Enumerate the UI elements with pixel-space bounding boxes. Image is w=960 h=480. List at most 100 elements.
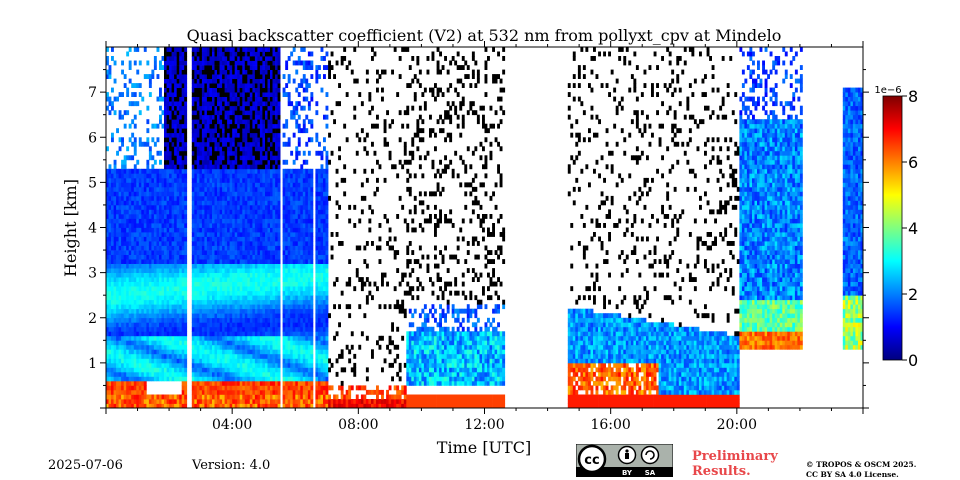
heatmap-cell [111, 272, 114, 278]
heatmap-cell [242, 51, 246, 57]
heatmap-cell [166, 51, 170, 57]
heatmap-cell [247, 367, 251, 373]
heatmap-cell [194, 394, 198, 400]
heatmap-cell [166, 146, 170, 152]
heatmap-cell [239, 317, 243, 323]
heatmap-cell [209, 200, 213, 206]
heatmap-cell [237, 254, 241, 260]
heatmap-cell [204, 168, 208, 174]
heatmap-cell [161, 227, 165, 233]
heatmap-cell [272, 146, 276, 152]
heatmap-cell [239, 268, 243, 273]
heatmap-cell [169, 254, 172, 260]
heatmap-cell [171, 132, 175, 138]
heatmap-cell [229, 101, 233, 107]
heatmap-cell [272, 399, 276, 404]
heatmap-cell [184, 123, 188, 129]
heatmap-cell [176, 195, 180, 201]
heatmap-cell [126, 277, 130, 282]
heatmap-cell [217, 259, 220, 264]
heatmap-cell [164, 250, 167, 255]
heatmap-cell [254, 376, 258, 382]
heatmap-cell [277, 155, 281, 161]
heatmap-cell [252, 389, 256, 395]
heatmap-cell [138, 295, 142, 301]
heatmap-cell [224, 389, 228, 395]
heatmap-cell [219, 299, 223, 305]
heatmap-cell [113, 159, 117, 165]
heatmap-cell [234, 74, 238, 79]
heatmap-cell [164, 132, 167, 138]
heatmap-cell [272, 232, 276, 237]
heatmap-cell [184, 331, 188, 337]
heatmap-cell [275, 335, 278, 341]
heatmap-cell [171, 304, 175, 310]
heatmap-cell [181, 349, 185, 355]
heatmap-cell [194, 313, 198, 319]
heatmap-cell [133, 263, 137, 269]
heatmap-cell [237, 259, 241, 264]
heatmap-cell [111, 362, 114, 368]
heatmap-cell [121, 286, 124, 292]
heatmap-cell [212, 218, 215, 224]
heatmap-cell [212, 164, 215, 170]
heatmap-cell [151, 349, 155, 355]
heatmap-cell [194, 92, 198, 97]
heatmap-cell [249, 74, 253, 79]
heatmap-cell [179, 74, 183, 79]
heatmap-cell [224, 204, 228, 210]
heatmap-cell [257, 101, 261, 107]
heatmap-cell [254, 326, 258, 332]
heatmap-cell [224, 65, 228, 70]
heatmap-cell [214, 96, 218, 102]
heatmap-cell [267, 254, 271, 260]
heatmap-cell [136, 223, 140, 228]
heatmap-cell [272, 204, 276, 210]
heatmap-cell [201, 353, 205, 359]
heatmap-cell [116, 326, 119, 332]
heatmap-cell [116, 250, 119, 255]
heatmap-cell [242, 371, 246, 377]
heatmap-cell [126, 87, 130, 93]
heatmap-cell [209, 295, 213, 301]
heatmap-cell [181, 155, 185, 161]
heatmap-cell [166, 340, 170, 346]
heatmap-cell [222, 177, 225, 183]
heatmap-cell [234, 186, 238, 192]
heatmap-cell [254, 132, 258, 138]
heatmap-cell [146, 195, 150, 201]
heatmap-cell [133, 191, 137, 197]
heatmap-cell [121, 358, 124, 364]
heatmap-cell [161, 209, 165, 215]
heatmap-cell [179, 317, 183, 323]
heatmap-cell [196, 204, 200, 210]
heatmap-cell [123, 195, 127, 201]
heatmap-cell [166, 56, 170, 61]
heatmap-cell [262, 394, 266, 400]
heatmap-cell [116, 322, 119, 328]
heatmap-cell [275, 299, 278, 305]
heatmap-cell [219, 195, 223, 201]
heatmap-cell [252, 376, 256, 382]
heatmap-cell [174, 60, 177, 66]
heatmap-cell [164, 105, 167, 111]
heatmap-cell [277, 132, 281, 138]
heatmap-cell [224, 317, 228, 323]
heatmap-cell [166, 241, 170, 246]
heatmap-cell [265, 223, 268, 228]
heatmap-cell [275, 236, 278, 242]
heatmap-cell [181, 200, 185, 206]
heatmap-cell [126, 322, 130, 328]
heatmap-cell [249, 69, 253, 75]
heatmap-cell [133, 218, 137, 224]
heatmap-cell [237, 250, 241, 255]
heatmap-cell [164, 399, 167, 404]
heatmap-cell [224, 209, 228, 215]
heatmap-cell [277, 51, 281, 57]
heatmap-cell [161, 367, 165, 373]
heatmap-cell [146, 241, 150, 246]
heatmap-cell [206, 286, 210, 292]
heatmap-cell [257, 259, 261, 264]
heatmap-cell [242, 191, 246, 197]
heatmap-cell [242, 326, 246, 332]
